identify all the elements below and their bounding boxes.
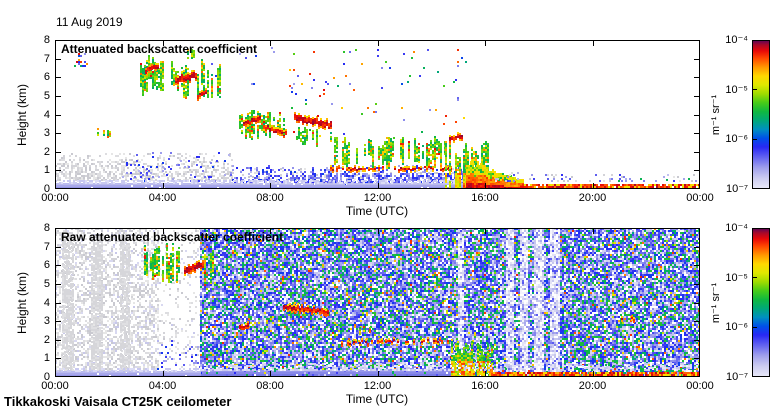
x-tick-label: 20:00 — [578, 192, 607, 204]
colorbar-tick-label: 10⁻⁵ — [725, 83, 748, 96]
x-tick-label: 00:00 — [41, 192, 69, 204]
y-tick-label: 1 — [43, 164, 50, 177]
y-tick-label: 5 — [43, 277, 50, 290]
instrument-label: Tikkakoski Vaisala CT25K ceilometer — [4, 394, 232, 409]
x-tick-label: 20:00 — [578, 380, 607, 392]
colorbar-unit-bottom: m⁻¹ sr⁻¹ — [710, 282, 722, 324]
x-tick-label: 00:00 — [41, 380, 69, 392]
x-tick-label: 04:00 — [148, 192, 177, 204]
panel-title-attenuated: Attenuated backscatter coefficient — [61, 42, 258, 56]
panel-title-raw: Raw attenuated backscatter coefficient — [61, 230, 284, 244]
x-tick-label: 08:00 — [256, 380, 284, 392]
x-tick-label: 12:00 — [363, 380, 392, 392]
y-tick-label: 3 — [43, 127, 50, 140]
y-tick-label: 8 — [43, 222, 50, 234]
y-tick-label: 2 — [43, 333, 50, 346]
date-label: 11 Aug 2019 — [56, 15, 123, 29]
colorbar-tick-label: 10⁻⁶ — [725, 321, 748, 334]
colorbar-unit-top: m⁻¹ sr⁻¹ — [710, 94, 722, 136]
y-tick-label: 2 — [43, 145, 50, 158]
colorbar-attenuated — [752, 40, 770, 189]
y-tick-label: 5 — [43, 89, 50, 102]
x-tick-label: 16:00 — [471, 192, 499, 204]
colorbar-tick-label: 10⁻⁷ — [725, 183, 748, 195]
colorbar-raw — [752, 228, 770, 377]
colorbar-tick-label: 10⁻⁵ — [725, 271, 748, 284]
x-tick-label: 00:00 — [686, 380, 714, 392]
attenuated-backscatter-heatmap — [55, 40, 700, 189]
colorbar-tick-label: 10⁻⁶ — [725, 133, 748, 146]
x-axis-label-top: Time (UTC) — [345, 204, 409, 218]
x-tick-label: 04:00 — [148, 380, 177, 392]
colorbar-tick-label: 10⁻⁴ — [725, 222, 748, 234]
x-axis-label-bottom: Time (UTC) — [345, 392, 409, 406]
y-tick-label: 4 — [43, 296, 50, 309]
x-tick-label: 12:00 — [363, 192, 392, 204]
y-tick-label: 8 — [43, 34, 50, 46]
y-tick-label: 7 — [43, 52, 50, 65]
x-tick-label: 08:00 — [256, 192, 284, 204]
x-tick-label: 16:00 — [471, 380, 499, 392]
y-tick-label: 1 — [43, 352, 50, 365]
y-tick-label: 0 — [43, 371, 50, 383]
colorbar-tick-label: 10⁻⁷ — [725, 371, 748, 383]
colorbar-tick-label: 10⁻⁴ — [725, 34, 748, 46]
y-axis-label-top: Height (km) — [15, 84, 29, 147]
x-tick-label: 00:00 — [686, 192, 714, 204]
y-tick-label: 7 — [43, 240, 50, 253]
y-tick-label: 0 — [43, 183, 50, 195]
y-tick-label: 6 — [43, 71, 50, 84]
raw-backscatter-heatmap — [55, 228, 700, 377]
y-tick-label: 4 — [43, 108, 50, 121]
y-tick-label: 6 — [43, 259, 50, 272]
y-axis-label-bottom: Height (km) — [15, 272, 29, 335]
y-tick-label: 3 — [43, 315, 50, 328]
